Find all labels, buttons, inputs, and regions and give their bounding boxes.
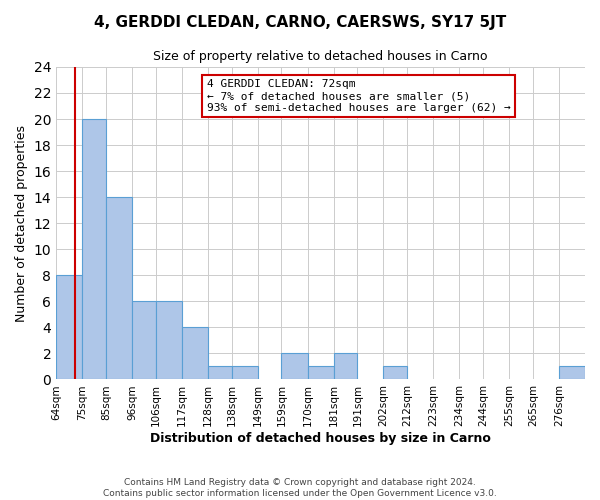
Y-axis label: Number of detached properties: Number of detached properties bbox=[15, 124, 28, 322]
Bar bbox=[308, 366, 334, 380]
Bar bbox=[334, 354, 358, 380]
Bar bbox=[208, 366, 232, 380]
Bar bbox=[232, 366, 258, 380]
Bar bbox=[559, 366, 585, 380]
Bar bbox=[82, 119, 106, 380]
Bar bbox=[156, 302, 182, 380]
Title: Size of property relative to detached houses in Carno: Size of property relative to detached ho… bbox=[154, 50, 488, 63]
Bar bbox=[182, 328, 208, 380]
Text: 4 GERDDI CLEDAN: 72sqm
← 7% of detached houses are smaller (5)
93% of semi-detac: 4 GERDDI CLEDAN: 72sqm ← 7% of detached … bbox=[207, 80, 511, 112]
X-axis label: Distribution of detached houses by size in Carno: Distribution of detached houses by size … bbox=[150, 432, 491, 445]
Bar bbox=[106, 197, 132, 380]
Text: 4, GERDDI CLEDAN, CARNO, CAERSWS, SY17 5JT: 4, GERDDI CLEDAN, CARNO, CAERSWS, SY17 5… bbox=[94, 15, 506, 30]
Bar bbox=[281, 354, 308, 380]
Bar bbox=[56, 276, 82, 380]
Text: Contains HM Land Registry data © Crown copyright and database right 2024.
Contai: Contains HM Land Registry data © Crown c… bbox=[103, 478, 497, 498]
Bar bbox=[383, 366, 407, 380]
Bar bbox=[132, 302, 156, 380]
